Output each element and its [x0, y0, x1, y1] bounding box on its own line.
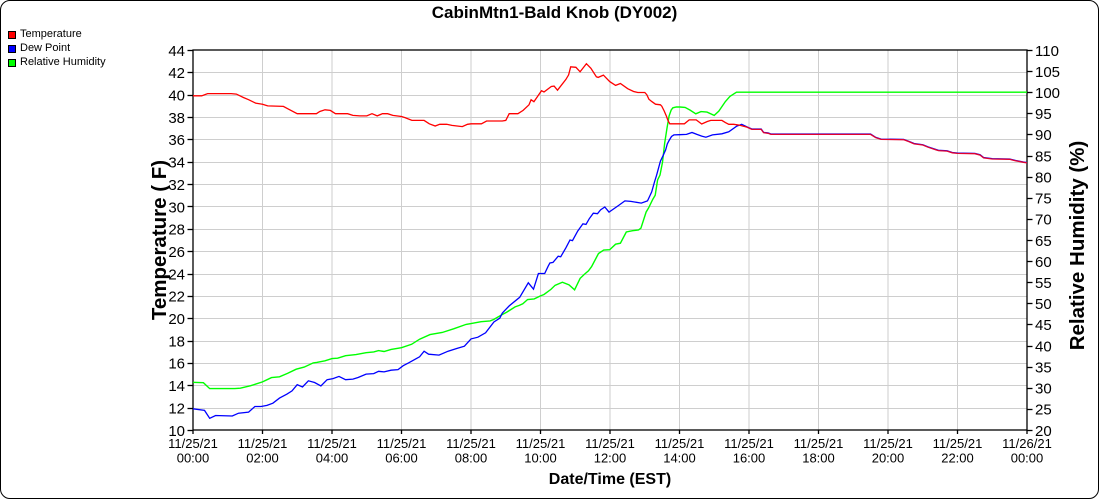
svg-text:50: 50: [1035, 296, 1052, 313]
svg-text:65: 65: [1035, 233, 1052, 250]
svg-text:22: 22: [168, 289, 185, 306]
svg-text:38: 38: [168, 110, 185, 127]
svg-text:11/26/21: 11/26/21: [1002, 436, 1052, 451]
svg-text:30: 30: [1035, 381, 1052, 398]
svg-text:45: 45: [1035, 317, 1052, 334]
svg-text:35: 35: [1035, 360, 1052, 377]
svg-text:Temperature ( F): Temperature ( F): [148, 160, 171, 320]
svg-text:44: 44: [168, 43, 185, 60]
svg-text:11/25/21: 11/25/21: [307, 436, 357, 451]
svg-text:16:00: 16:00: [733, 451, 766, 466]
svg-text:06:00: 06:00: [385, 451, 418, 466]
svg-text:11/25/21: 11/25/21: [794, 436, 844, 451]
svg-text:75: 75: [1035, 191, 1052, 208]
svg-text:18:00: 18:00: [802, 451, 835, 466]
svg-text:70: 70: [1035, 212, 1052, 229]
svg-text:11/25/21: 11/25/21: [933, 436, 983, 451]
svg-text:11/25/21: 11/25/21: [446, 436, 496, 451]
svg-text:11/25/21: 11/25/21: [238, 436, 288, 451]
svg-text:26: 26: [168, 244, 185, 261]
svg-text:55: 55: [1035, 275, 1052, 292]
svg-text:34: 34: [168, 155, 185, 172]
svg-text:00:00: 00:00: [1011, 451, 1044, 466]
svg-text:28: 28: [168, 222, 185, 239]
svg-text:40: 40: [1035, 338, 1052, 355]
svg-text:105: 105: [1035, 64, 1060, 81]
svg-text:85: 85: [1035, 148, 1052, 165]
svg-text:40: 40: [168, 88, 185, 105]
svg-text:18: 18: [168, 333, 185, 350]
svg-text:14:00: 14:00: [663, 451, 696, 466]
svg-text:80: 80: [1035, 170, 1052, 187]
svg-text:Date/Time (EST): Date/Time (EST): [549, 471, 671, 488]
svg-text:08:00: 08:00: [455, 451, 488, 466]
svg-text:32: 32: [168, 177, 185, 194]
svg-text:02:00: 02:00: [246, 451, 279, 466]
svg-text:16: 16: [168, 356, 185, 373]
svg-text:36: 36: [168, 132, 185, 149]
svg-text:04:00: 04:00: [316, 451, 349, 466]
svg-text:24: 24: [168, 266, 185, 283]
svg-text:100: 100: [1035, 85, 1060, 102]
svg-text:90: 90: [1035, 127, 1052, 144]
svg-text:14: 14: [168, 378, 185, 395]
svg-text:10: 10: [168, 423, 185, 440]
svg-text:Relative Humidity (%): Relative Humidity (%): [1066, 141, 1089, 351]
svg-text:30: 30: [168, 199, 185, 216]
svg-text:95: 95: [1035, 106, 1052, 123]
svg-text:11/25/21: 11/25/21: [724, 436, 774, 451]
svg-text:11/25/21: 11/25/21: [377, 436, 427, 451]
svg-text:00:00: 00:00: [177, 451, 210, 466]
svg-text:11/25/21: 11/25/21: [655, 436, 705, 451]
svg-text:11/25/21: 11/25/21: [516, 436, 566, 451]
svg-text:11/25/21: 11/25/21: [863, 436, 913, 451]
svg-text:12:00: 12:00: [594, 451, 627, 466]
svg-text:60: 60: [1035, 254, 1052, 271]
svg-text:20: 20: [1035, 423, 1052, 440]
svg-text:11/25/21: 11/25/21: [168, 436, 218, 451]
svg-text:12: 12: [168, 400, 185, 417]
svg-text:20: 20: [168, 311, 185, 328]
svg-text:22:00: 22:00: [941, 451, 974, 466]
svg-text:25: 25: [1035, 402, 1052, 419]
svg-text:42: 42: [168, 65, 185, 82]
svg-text:10:00: 10:00: [524, 451, 557, 466]
svg-text:20:00: 20:00: [872, 451, 905, 466]
svg-text:110: 110: [1035, 43, 1059, 60]
svg-text:11/25/21: 11/25/21: [585, 436, 635, 451]
